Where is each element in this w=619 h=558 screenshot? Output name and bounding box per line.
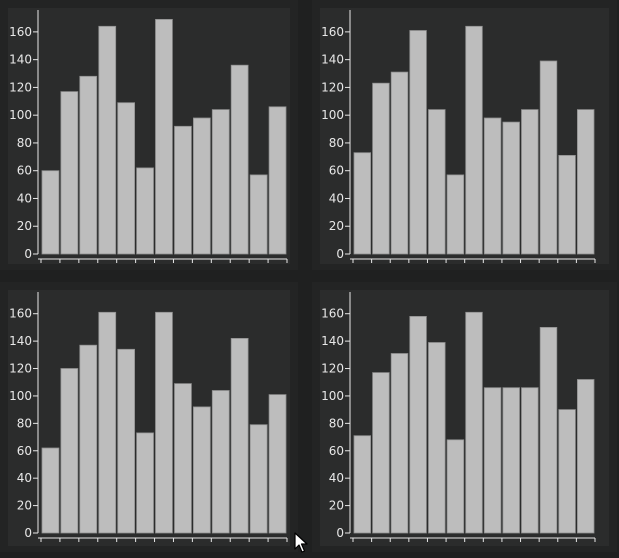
- y-tick-label-160: 160: [9, 25, 32, 39]
- y-tick-label-0: 0: [336, 247, 344, 261]
- y-tick-label-40: 40: [329, 191, 344, 205]
- y-tick-label-140: 140: [321, 334, 344, 348]
- y-tick-label-20: 20: [17, 499, 32, 513]
- bar-7: [155, 311, 173, 534]
- y-tick-label-60: 60: [17, 444, 32, 458]
- y-tick-label-140: 140: [9, 334, 32, 348]
- bar-10: [521, 109, 539, 255]
- bar-11: [539, 60, 558, 255]
- chart-panel-4: 0 20 40 60 80 100 120 140 160: [312, 282, 617, 552]
- bar-13: [576, 109, 595, 255]
- bar-12: [558, 154, 576, 255]
- bar-5: [428, 109, 446, 255]
- bar-11: [539, 327, 558, 534]
- bar-7: [465, 311, 483, 534]
- bar-chart-4: 0 20 40 60 80 100 120 140 160: [320, 290, 609, 546]
- y-tick-label-100: 100: [9, 389, 32, 403]
- chart-panel-1: 0 20 40 60 80 100 120 140 160: [0, 0, 298, 270]
- bar-chart-1: 0 20 40 60 80 100 120 140 160: [8, 8, 290, 264]
- bar-2: [372, 372, 390, 534]
- chart-panel-2: 0 20 40 60 80 100 120 140 160: [312, 0, 617, 270]
- y-tick-label-100: 100: [321, 108, 344, 122]
- y-tick-label-20: 20: [329, 499, 344, 513]
- bar-8: [174, 383, 192, 534]
- y-tick-label-40: 40: [17, 471, 32, 485]
- bar-11: [230, 64, 249, 255]
- bar-4: [98, 25, 117, 255]
- y-tick-label-140: 140: [9, 53, 32, 67]
- bar-11: [230, 338, 249, 534]
- bar-4: [409, 316, 427, 534]
- y-tick-label-0: 0: [24, 247, 32, 261]
- bar-13: [268, 394, 287, 534]
- y-tick-label-40: 40: [329, 471, 344, 485]
- bar-12: [558, 409, 576, 534]
- bar-13: [576, 379, 595, 534]
- bar-4: [98, 311, 117, 534]
- bar-9: [192, 406, 211, 534]
- y-tick-label-60: 60: [329, 444, 344, 458]
- bar-1: [41, 170, 60, 255]
- y-tick-label-120: 120: [321, 80, 344, 94]
- bar-1: [353, 435, 372, 534]
- y-tick-label-120: 120: [9, 362, 32, 376]
- bar-9: [502, 121, 520, 255]
- y-tick-label-20: 20: [17, 219, 32, 233]
- y-tick-label-60: 60: [17, 164, 32, 178]
- bar-5: [117, 348, 135, 534]
- bar-6: [136, 432, 154, 534]
- y-tick-label-60: 60: [329, 164, 344, 178]
- y-tick-label-100: 100: [9, 108, 32, 122]
- y-tick-label-120: 120: [9, 80, 32, 94]
- bar-1: [353, 152, 372, 255]
- bar-6: [446, 439, 465, 534]
- y-tick-label-100: 100: [321, 389, 344, 403]
- bar-2: [60, 91, 79, 255]
- bar-4: [409, 30, 427, 255]
- bar-10: [521, 387, 539, 534]
- bar-chart-3: 0 20 40 60 80 100 120 140 160: [8, 290, 290, 546]
- bar-3: [390, 353, 409, 534]
- y-tick-label-80: 80: [17, 136, 32, 150]
- bar-5: [428, 342, 446, 534]
- bar-12: [249, 174, 268, 255]
- bar-3: [390, 71, 409, 255]
- bar-chart-2: 0 20 40 60 80 100 120 140 160: [320, 8, 609, 264]
- bar-9: [502, 387, 520, 534]
- bar-13: [268, 106, 287, 255]
- bar-10: [211, 390, 230, 534]
- y-tick-label-40: 40: [17, 191, 32, 205]
- bar-3: [79, 344, 98, 534]
- y-tick-label-80: 80: [329, 136, 344, 150]
- bar-7: [155, 18, 173, 255]
- y-tick-label-0: 0: [24, 526, 32, 540]
- y-tick-label-0: 0: [336, 526, 344, 540]
- chart-panel-3: 0 20 40 60 80 100 120 140 160: [0, 282, 298, 552]
- bar-2: [372, 82, 390, 255]
- bar-7: [465, 25, 483, 255]
- y-tick-label-160: 160: [321, 307, 344, 321]
- bar-12: [249, 424, 268, 534]
- bar-8: [483, 387, 502, 534]
- y-tick-label-160: 160: [321, 25, 344, 39]
- bar-8: [174, 125, 192, 255]
- bar-10: [211, 109, 230, 255]
- mouse-pointer-icon: [294, 532, 308, 553]
- bar-9: [192, 117, 211, 255]
- bar-8: [483, 117, 502, 255]
- y-tick-label-20: 20: [329, 219, 344, 233]
- y-tick-label-80: 80: [17, 416, 32, 430]
- bar-1: [41, 447, 60, 534]
- y-tick-label-140: 140: [321, 53, 344, 67]
- bar-5: [117, 102, 135, 255]
- y-tick-label-120: 120: [321, 362, 344, 376]
- y-tick-label-160: 160: [9, 307, 32, 321]
- bar-6: [446, 174, 465, 255]
- y-tick-label-80: 80: [329, 416, 344, 430]
- bar-6: [136, 167, 154, 255]
- bar-3: [79, 75, 98, 255]
- bar-2: [60, 368, 79, 534]
